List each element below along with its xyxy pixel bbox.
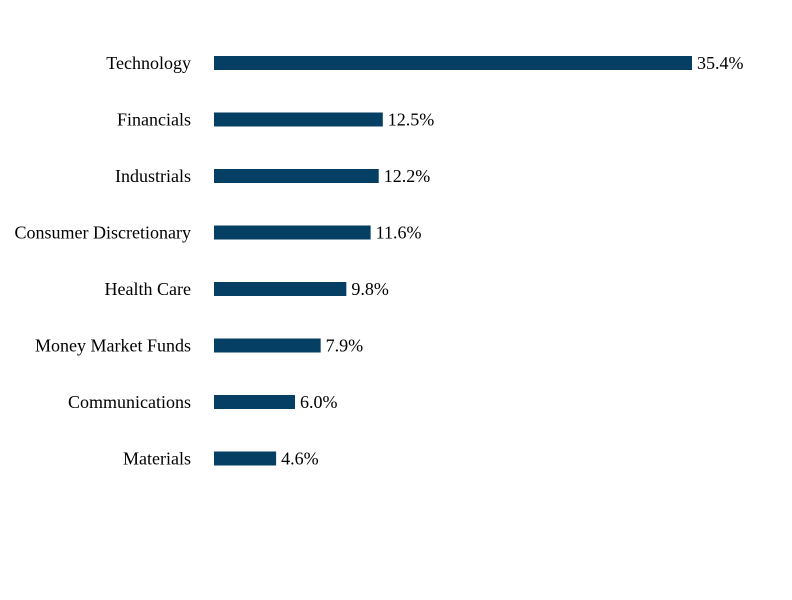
value-label-financials: 12.5% bbox=[388, 110, 435, 130]
value-label-health-care: 9.8% bbox=[351, 279, 389, 299]
category-label-consumer-discretionary: Consumer Discretionary bbox=[15, 223, 191, 243]
category-labels-layer: Technology Financials Industrials Consumer … bbox=[15, 53, 191, 469]
category-label-money-market-funds: Money Market Funds bbox=[35, 336, 191, 356]
bar-consumer-discretionary bbox=[214, 225, 371, 240]
category-label-materials: Materials bbox=[123, 449, 191, 469]
value-label-technology: 35.4% bbox=[697, 53, 744, 73]
category-label-industrials: Industrials bbox=[115, 166, 191, 186]
category-label-communications: Communications bbox=[68, 392, 191, 412]
value-label-money-market-funds: 7.9% bbox=[326, 336, 364, 356]
category-label-health-care: Health Care bbox=[105, 279, 191, 299]
bar-health-care bbox=[214, 282, 347, 296]
value-labels-layer: 35.4% 12.5% 12.2% 11.6% 9.8% 7.9% 6.0% 4.6% bbox=[281, 53, 743, 469]
bar-financials bbox=[214, 112, 383, 127]
value-label-communications: 6.0% bbox=[300, 392, 338, 412]
bar-communications bbox=[214, 395, 296, 409]
value-label-materials: 4.6% bbox=[281, 449, 319, 469]
bar-money-market-funds bbox=[214, 338, 321, 353]
bar-technology bbox=[214, 56, 692, 70]
category-label-financials: Financials bbox=[117, 110, 191, 130]
value-label-consumer-discretionary: 11.6% bbox=[376, 223, 422, 243]
value-label-industrials: 12.2% bbox=[384, 166, 431, 186]
bar-industrials bbox=[214, 169, 379, 183]
bars-layer bbox=[214, 56, 692, 466]
category-label-technology: Technology bbox=[106, 53, 191, 73]
bar-materials bbox=[214, 451, 277, 466]
